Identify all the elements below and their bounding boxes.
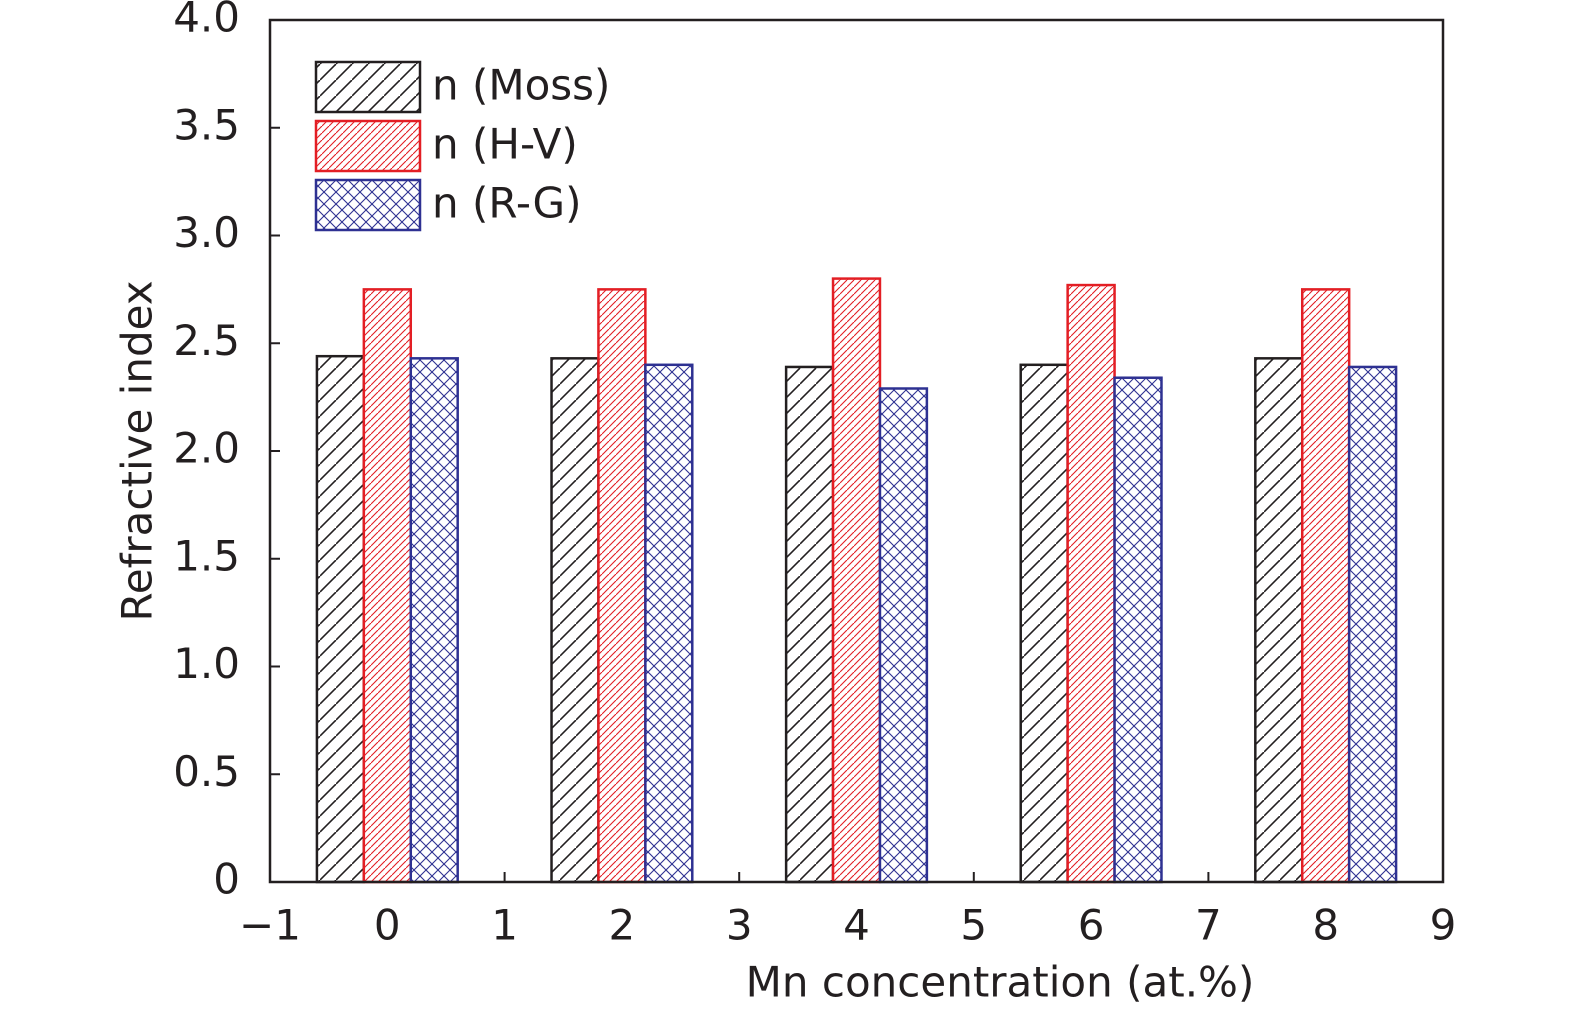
x-tick-label: −1: [239, 901, 301, 950]
bar: [831, 277, 882, 884]
y-tick-label: 3.5: [173, 100, 240, 149]
x-tick-label: 3: [726, 901, 753, 950]
bar: [784, 365, 835, 884]
legend-label: n (H-V): [432, 120, 578, 169]
x-axis-label: Mn concentration (at.%): [746, 958, 1255, 1007]
y-tick-label: 1.0: [173, 639, 240, 688]
y-tick-label: 2.0: [173, 424, 240, 473]
legend-swatch: [314, 119, 422, 173]
bar: [550, 357, 600, 884]
bar: [315, 354, 366, 884]
legend-swatch: [314, 178, 422, 232]
y-tick-label: 0: [213, 855, 240, 904]
y-axis-label: Refractive index: [113, 280, 162, 621]
x-tick-label: 7: [1195, 901, 1222, 950]
x-tick-label: 2: [609, 901, 636, 950]
legend-swatch: [314, 60, 422, 114]
x-tick-label: 6: [1078, 901, 1105, 950]
bar: [1019, 363, 1069, 884]
x-tick-label: 8: [1312, 901, 1339, 950]
bar: [878, 387, 929, 884]
y-tick-label: 2.5: [173, 316, 240, 365]
y-tick-label: 0.5: [173, 747, 240, 796]
x-tick-label: 0: [374, 901, 401, 950]
bar: [362, 288, 413, 884]
y-tick-label: 3.0: [173, 208, 240, 257]
bar: [597, 288, 647, 884]
bar: [1347, 365, 1398, 884]
legend-label: n (Moss): [432, 61, 610, 110]
bar: [1300, 288, 1351, 884]
bar: [644, 363, 694, 884]
plot-frame: [268, 18, 1445, 884]
bar: [409, 357, 459, 884]
bar: [1254, 357, 1304, 884]
x-tick-label: 5: [960, 901, 987, 950]
y-tick-label: 4.0: [173, 0, 240, 42]
bar: [1113, 376, 1163, 884]
y-tick-label: 1.5: [173, 531, 240, 580]
bar: [1066, 283, 1116, 884]
x-tick-label: 1: [491, 901, 518, 950]
x-tick-label: 9: [1430, 901, 1457, 950]
x-tick-label: 4: [843, 901, 870, 950]
legend-label: n (R-G): [432, 179, 581, 228]
